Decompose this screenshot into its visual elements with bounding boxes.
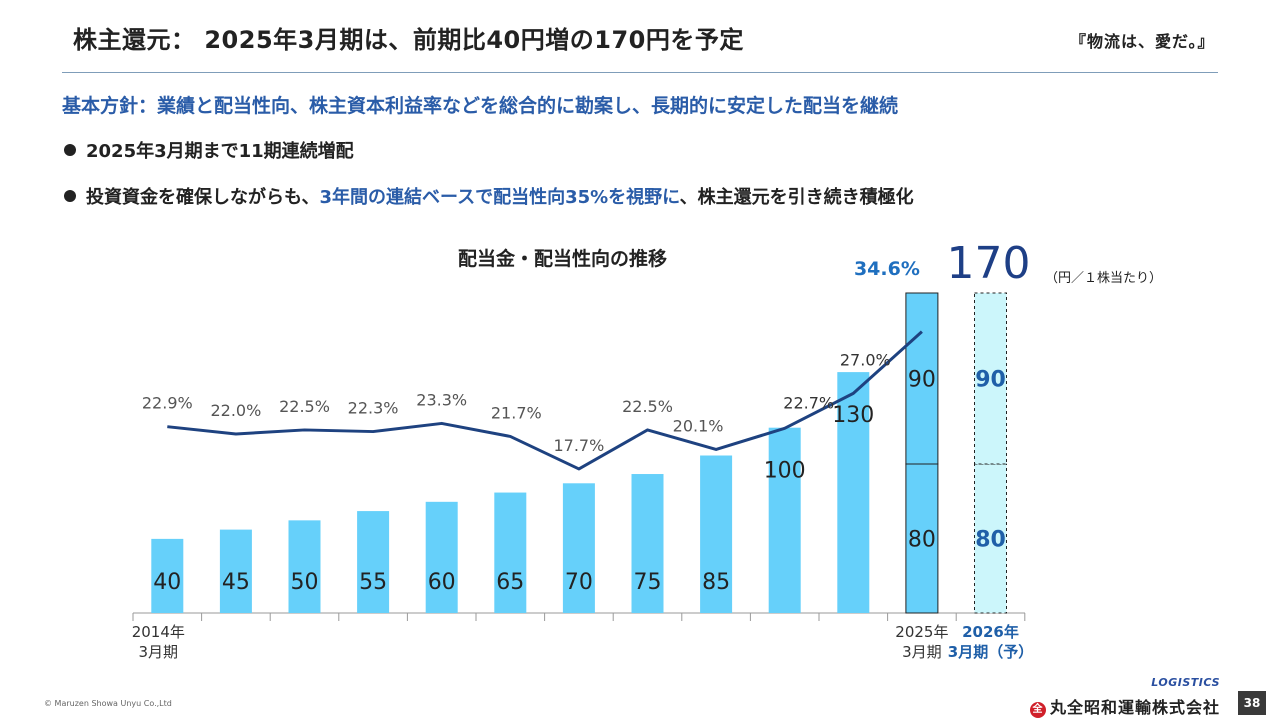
payout-ratio-label: 34.6% (854, 258, 920, 280)
forecast-bar-upper (974, 292, 1007, 465)
payout-ratio-line (167, 330, 923, 471)
payout-ratio-label: 20.1% (673, 416, 724, 435)
forecast-total-label: 170 (947, 238, 1031, 289)
dividend-value-label: 55 (359, 570, 387, 595)
company-name: 丸全昭和運輸株式会社 (1049, 698, 1220, 717)
bullet-text-highlight: 3年間の連結ベースで配当性向35%を視野に (319, 187, 680, 208)
dividend-bar (837, 372, 870, 613)
dividend-bar (151, 538, 184, 613)
dividend-bar (425, 501, 458, 613)
page-title: 株主還元： 2025年3月期は、前期比40円増の170円を予定 (73, 26, 744, 54)
slogan: 『物流は、愛だ。』 (1070, 32, 1215, 51)
payout-ratio-label: 22.5% (622, 397, 673, 416)
stacked-bar-upper (905, 292, 939, 465)
dividend-bar (700, 455, 733, 613)
stacked-bar-lower (905, 463, 939, 614)
dividend-value-label: 85 (702, 570, 730, 595)
company-name-block: 全丸全昭和運輸株式会社 (1029, 694, 1220, 718)
dividend-value-label: 130 (832, 403, 874, 428)
dividend-policy: 基本方針：業績と配当性向、株主資本利益率などを総合的に勘案し、長期的に安定した配… (62, 95, 899, 117)
x-axis-label: 3月期 (139, 643, 179, 661)
x-axis-label: 3月期（予） (948, 643, 1033, 661)
dividend-bar (768, 427, 801, 613)
copyright: © Maruzen Showa Unyu Co.,Ltd (44, 699, 172, 708)
payout-ratio-label: 22.7% (783, 393, 834, 412)
bullet-text-post: 、株主還元を引き続き積極化 (679, 187, 914, 208)
chart-title: 配当金・配当性向の推移 (458, 248, 668, 270)
logistics-logo-mark: LOGISTICS (1151, 676, 1220, 689)
x-axis-label: 2026年 (962, 623, 1019, 641)
company-emblem-icon: 全 (1029, 702, 1046, 718)
forecast-bar-lower (974, 463, 1007, 614)
payout-ratio-label: 21.7% (491, 403, 542, 422)
dividend-bar (562, 483, 595, 613)
header-divider (62, 72, 1218, 73)
company-logo: LOGISTICS 全丸全昭和運輸株式会社 (1029, 676, 1220, 718)
unit-label: （円／１株当たり） (1045, 271, 1162, 286)
payout-ratio-label: 17.7% (553, 436, 604, 455)
payout-ratio-label: 22.5% (279, 397, 330, 416)
bullet-dot-icon (64, 190, 76, 202)
bullet-dot-icon (64, 144, 76, 156)
page-number: 38 (1238, 691, 1266, 715)
dividend-value-label: 75 (634, 570, 662, 595)
dividend-value-label: 65 (496, 570, 524, 595)
dividend-value-label: 50 (291, 570, 319, 595)
bullet-text: 2025年3月期まで11期連続増配 (86, 141, 354, 162)
dividend-value-label: 45 (222, 570, 250, 595)
bullet-shareholder-return: 投資資金を確保しながらも、3年間の連結ベースで配当性向35%を視野に、株主還元を… (64, 183, 914, 209)
payout-ratio-label: 22.9% (142, 394, 193, 413)
stacked-lower-label: 80 (908, 528, 936, 553)
bullet-text-pre: 投資資金を確保しながらも、 (86, 187, 320, 208)
dividend-value-label: 70 (565, 570, 593, 595)
dividend-bar (494, 492, 527, 613)
payout-ratio-label: 27.0% (840, 350, 891, 369)
x-axis-label: 2025年 (895, 623, 948, 641)
dividend-value-label: 60 (428, 570, 456, 595)
payout-ratio-label: 23.3% (416, 390, 467, 409)
dividend-bar (357, 511, 390, 613)
stacked-lower-label: 80 (975, 528, 1006, 553)
stacked-upper-label: 90 (975, 368, 1006, 393)
stacked-upper-label: 90 (908, 368, 936, 393)
payout-ratio-label: 22.0% (210, 401, 261, 420)
dividend-value-label: 100 (764, 459, 806, 484)
x-axis-label: 3月期 (902, 643, 942, 661)
bullet-consecutive-increase: 2025年3月期まで11期連続増配 (64, 137, 354, 163)
dividend-bar (219, 529, 252, 613)
payout-ratio-label: 22.3% (348, 399, 399, 418)
dividend-bar (631, 474, 664, 613)
dividend-value-label: 40 (153, 570, 181, 595)
dividend-bar (288, 520, 321, 613)
x-axis-label: 2014年 (132, 623, 185, 641)
